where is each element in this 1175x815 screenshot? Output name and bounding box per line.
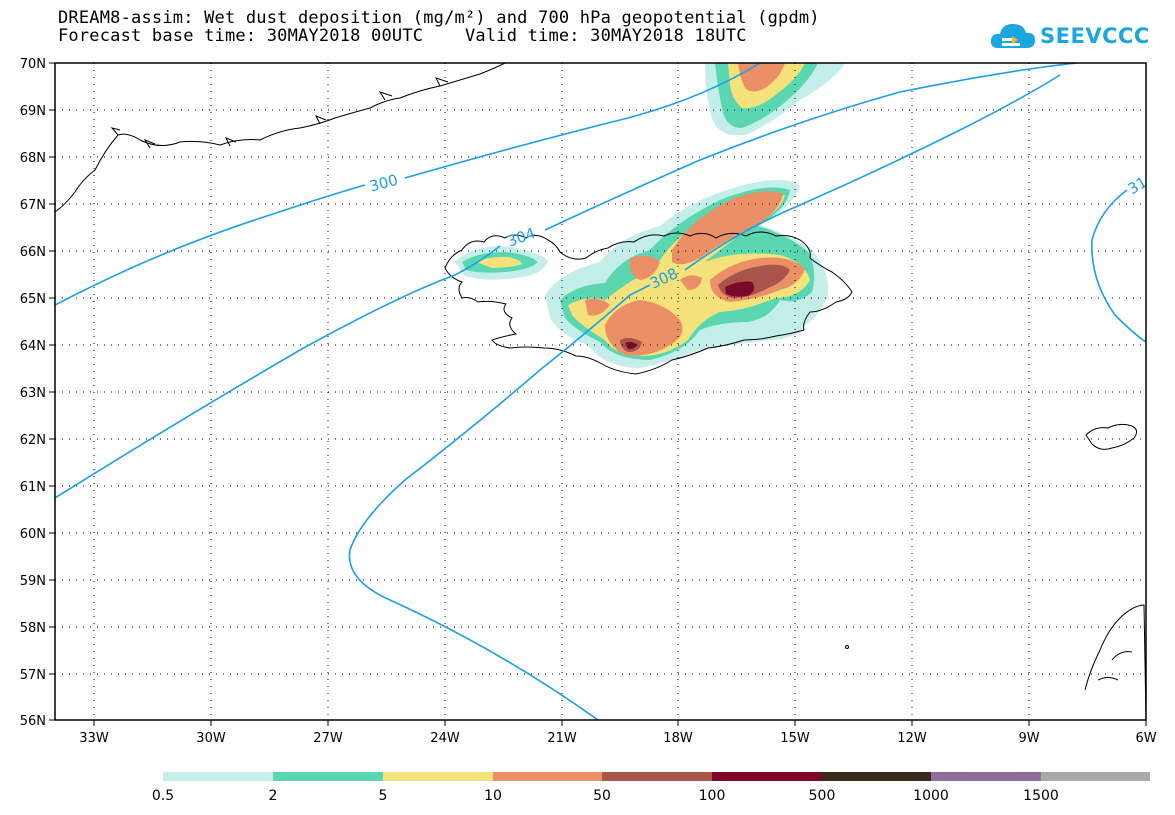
lon-label: 24W [430, 731, 460, 746]
lat-label: 62N [20, 433, 46, 448]
colorbar-tick: 1000 [913, 788, 949, 804]
iceland-coast [444, 231, 853, 375]
lat-label: 59N [20, 574, 46, 589]
dust-deposition-field [455, 63, 845, 368]
plot-frame [54, 62, 1147, 721]
lat-label: 65N [20, 292, 46, 307]
contour-300 [55, 63, 761, 306]
contour-31x [1091, 189, 1146, 343]
contour-304 [55, 63, 1078, 499]
axis-ticks [49, 62, 1147, 726]
geopotential-contours [55, 63, 1146, 720]
lat-label: 67N [20, 198, 46, 213]
colorbar-swatch [602, 772, 712, 781]
longitude-labels: 33W 30W 27W 24W 21W 18W 15W 12W 9W 6W [79, 731, 1156, 746]
colorbar-swatch [493, 772, 602, 781]
lon-label: 12W [897, 731, 927, 746]
colorbar-tick: 50 [593, 788, 611, 804]
contour-308 [348, 74, 1061, 720]
cloud-icon [990, 24, 1035, 48]
latitude-labels: 70N 69N 68N 67N 66N 65N 64N 63N 62N 61N … [20, 57, 46, 729]
contour-label-304: 304 [505, 224, 538, 251]
colorbar: 0.5 2 5 10 50 100 500 1000 1500 [152, 772, 1150, 804]
colorbar-tick: 0.5 [152, 788, 174, 804]
lon-label: 15W [780, 731, 810, 746]
colorbar-tick: 500 [809, 788, 836, 804]
lat-label: 61N [20, 480, 46, 495]
coastlines [55, 63, 1146, 720]
map-title: DREAM8-assim: Wet dust deposition (mg/m²… [58, 8, 820, 28]
colorbar-swatch [931, 772, 1041, 781]
lat-label: 66N [20, 245, 46, 260]
lon-label: 6W [1135, 731, 1156, 746]
map-subtitle: Forecast base time: 30MAY2018 00UTC Vali… [58, 26, 747, 46]
lat-label: 69N [20, 104, 46, 119]
greenland-fjords [110, 77, 449, 149]
colorbar-swatch [273, 772, 383, 781]
lat-label: 64N [20, 339, 46, 354]
colorbar-tick: 2 [269, 788, 278, 804]
lat-label: 70N [20, 57, 46, 72]
lat-label: 60N [20, 527, 46, 542]
greenland-coast [55, 63, 506, 213]
colorbar-swatch [383, 772, 493, 781]
lon-label: 30W [196, 731, 226, 746]
lat-label: 63N [20, 386, 46, 401]
colorbar-swatch [1041, 772, 1150, 781]
lon-label: 21W [547, 731, 577, 746]
lat-label: 56N [20, 714, 46, 729]
colorbar-tick: 5 [379, 788, 388, 804]
lat-label: 58N [20, 621, 46, 636]
lon-label: 9W [1018, 731, 1039, 746]
lat-label: 57N [20, 668, 46, 683]
graticule [55, 63, 1146, 720]
colorbar-tick: 1500 [1023, 788, 1059, 804]
lon-label: 33W [79, 731, 109, 746]
faroe-islands [1085, 423, 1138, 450]
lat-label: 68N [20, 151, 46, 166]
contour-label-300: 300 [368, 171, 400, 196]
colorbar-swatch [163, 772, 273, 781]
lon-label: 27W [313, 731, 343, 746]
lon-label: 18W [663, 731, 693, 746]
logo-text: SEEVCCC [1040, 24, 1150, 48]
colorbar-tick: 10 [484, 788, 502, 804]
colorbar-tick: 100 [699, 788, 726, 804]
colorbar-swatch [822, 772, 931, 781]
colorbar-swatch [712, 772, 822, 781]
seevccc-logo: SEEVCCC [988, 18, 1150, 56]
scotland-coast [1084, 604, 1146, 720]
